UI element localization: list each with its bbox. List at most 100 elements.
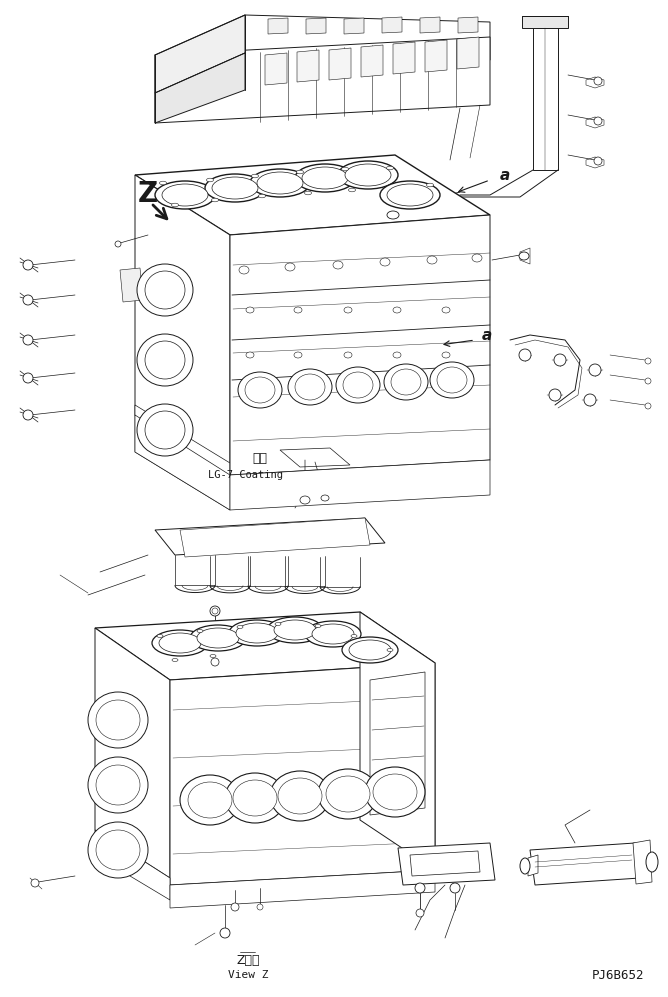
Ellipse shape (259, 194, 265, 197)
Circle shape (23, 260, 33, 270)
Ellipse shape (442, 307, 450, 313)
Circle shape (212, 608, 218, 614)
Polygon shape (425, 40, 447, 72)
Polygon shape (245, 15, 490, 60)
Ellipse shape (442, 352, 450, 358)
Ellipse shape (295, 164, 355, 192)
Ellipse shape (188, 782, 232, 818)
Polygon shape (120, 268, 143, 302)
Ellipse shape (197, 628, 239, 648)
Polygon shape (265, 53, 287, 85)
Text: a: a (482, 327, 492, 343)
Circle shape (23, 410, 33, 420)
Ellipse shape (646, 852, 658, 872)
Polygon shape (344, 18, 364, 34)
Circle shape (257, 904, 263, 910)
Polygon shape (528, 855, 538, 876)
Ellipse shape (391, 369, 421, 395)
Ellipse shape (336, 367, 380, 403)
Ellipse shape (96, 765, 140, 805)
Polygon shape (155, 53, 245, 123)
Circle shape (594, 117, 602, 125)
Ellipse shape (341, 167, 349, 170)
Ellipse shape (430, 362, 474, 398)
Circle shape (645, 358, 651, 364)
Ellipse shape (257, 172, 303, 194)
Polygon shape (170, 870, 435, 908)
Ellipse shape (88, 757, 148, 813)
Ellipse shape (212, 177, 258, 199)
Ellipse shape (137, 404, 193, 456)
Polygon shape (155, 518, 385, 555)
Polygon shape (393, 42, 415, 74)
Polygon shape (230, 215, 490, 475)
Ellipse shape (137, 264, 193, 316)
Circle shape (31, 879, 39, 887)
Ellipse shape (321, 495, 329, 501)
Ellipse shape (137, 334, 193, 386)
Ellipse shape (160, 181, 166, 184)
Ellipse shape (246, 307, 254, 313)
Text: PJ6B652: PJ6B652 (592, 968, 644, 981)
Polygon shape (522, 16, 568, 28)
Ellipse shape (145, 341, 185, 379)
Polygon shape (95, 612, 435, 680)
Ellipse shape (285, 263, 295, 271)
Ellipse shape (297, 170, 303, 173)
Ellipse shape (210, 654, 216, 657)
Circle shape (589, 364, 601, 376)
Circle shape (23, 295, 33, 305)
Ellipse shape (172, 203, 178, 206)
Ellipse shape (519, 252, 529, 260)
Ellipse shape (197, 629, 203, 632)
Ellipse shape (88, 822, 148, 878)
Ellipse shape (426, 183, 434, 186)
Ellipse shape (315, 624, 321, 627)
Circle shape (23, 373, 33, 383)
Polygon shape (95, 830, 170, 900)
Circle shape (594, 77, 602, 85)
Polygon shape (180, 518, 370, 557)
Ellipse shape (229, 620, 285, 646)
Polygon shape (420, 17, 440, 33)
Ellipse shape (88, 692, 148, 748)
Circle shape (584, 394, 596, 406)
Polygon shape (398, 843, 495, 885)
Polygon shape (135, 155, 490, 235)
Ellipse shape (387, 166, 393, 169)
Circle shape (450, 883, 460, 893)
Ellipse shape (338, 161, 398, 189)
Circle shape (416, 909, 424, 917)
Ellipse shape (172, 658, 178, 661)
Polygon shape (135, 405, 230, 510)
Polygon shape (306, 18, 326, 34)
Ellipse shape (236, 623, 278, 643)
Polygon shape (361, 45, 383, 77)
Ellipse shape (437, 367, 467, 393)
Ellipse shape (393, 352, 401, 358)
Ellipse shape (342, 637, 398, 663)
Ellipse shape (472, 254, 482, 262)
Polygon shape (530, 843, 640, 885)
Ellipse shape (312, 624, 354, 644)
Circle shape (645, 378, 651, 384)
Ellipse shape (380, 181, 440, 209)
Ellipse shape (294, 352, 302, 358)
Ellipse shape (349, 640, 391, 660)
Ellipse shape (225, 773, 285, 823)
Polygon shape (533, 25, 558, 170)
Ellipse shape (237, 625, 243, 628)
Ellipse shape (305, 191, 311, 194)
Polygon shape (388, 205, 398, 225)
Ellipse shape (387, 184, 433, 206)
Circle shape (549, 389, 561, 401)
Ellipse shape (152, 630, 208, 656)
Ellipse shape (180, 775, 240, 825)
Ellipse shape (373, 774, 417, 810)
Circle shape (519, 349, 531, 361)
Ellipse shape (96, 830, 140, 870)
Circle shape (415, 883, 425, 893)
Circle shape (220, 928, 230, 938)
Ellipse shape (190, 625, 246, 651)
Polygon shape (458, 17, 478, 33)
